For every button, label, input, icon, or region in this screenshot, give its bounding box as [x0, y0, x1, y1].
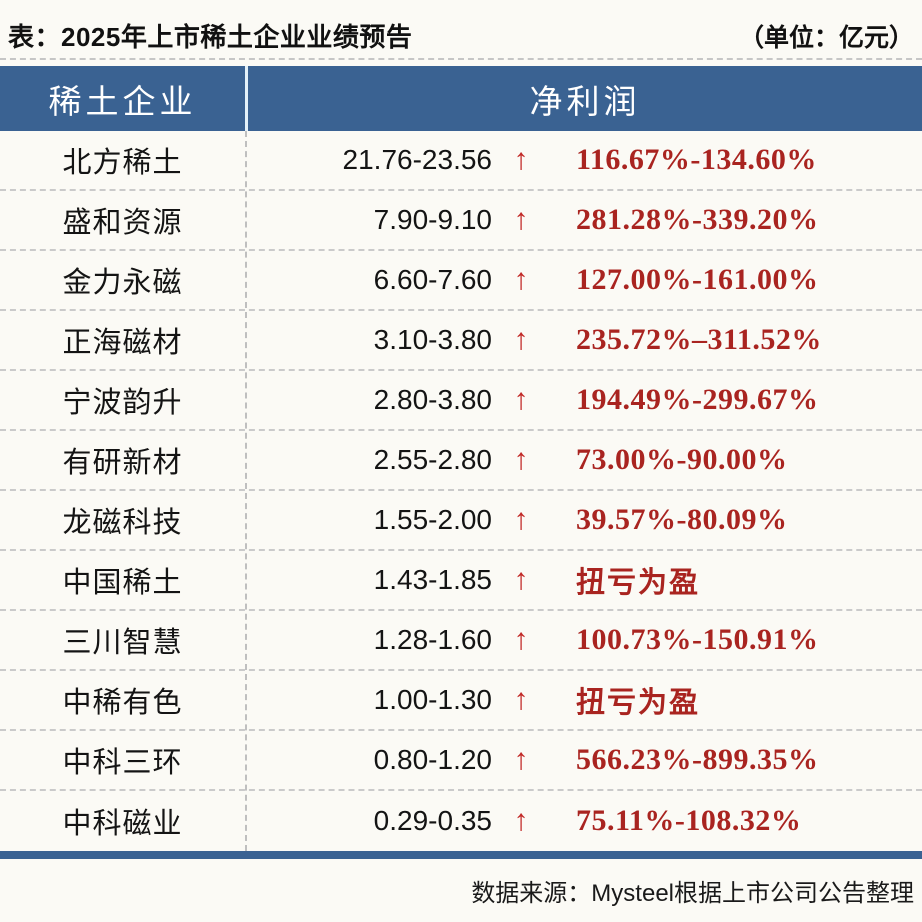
yoy-change-value: 281.28%-339.20% [576, 203, 819, 236]
column-header-net-profit: 净利润 [529, 84, 641, 121]
table-row: 北方稀土 21.76-23.56 ↑ 116.67%-134.60% [0, 131, 922, 191]
table-row: 中稀有色 1.00-1.30 ↑ 扭亏为盈 [0, 671, 922, 731]
company-name: 有研新材 [62, 447, 183, 479]
company-name: 中稀有色 [62, 687, 183, 719]
table-row: 金力永磁 6.60-7.60 ↑ 127.00%-161.00% [0, 251, 922, 311]
company-name: 宁波韵升 [62, 387, 183, 419]
net-profit-cell: 1.00-1.30 ↑ 扭亏为盈 [245, 679, 922, 721]
profit-range-value: 3.10-3.80 [373, 324, 492, 355]
yoy-change-value: 扭亏为盈 [576, 687, 701, 719]
title-bar: 表：2025年上市稀土企业业绩预告 （单位：亿元） [0, 0, 922, 60]
net-profit-cell: 2.80-3.80 ↑ 194.49%-299.67% [245, 383, 922, 417]
table-row: 正海磁材 3.10-3.80 ↑ 235.72%–311.52% [0, 311, 922, 371]
profit-range-value: 1.28-1.60 [373, 624, 492, 655]
column-header-company: 稀土企业 [48, 84, 197, 121]
table-row: 三川智慧 1.28-1.60 ↑ 100.73%-150.91% [0, 611, 922, 671]
profit-range-value: 7.90-9.10 [373, 204, 492, 235]
yoy-change-value: 127.00%-161.00% [576, 263, 819, 296]
footer: 数据来源：Mysteel根据上市公司公告整理 [0, 859, 922, 922]
table-header: 稀土企业 净利润 [0, 66, 922, 131]
company-name: 中国稀土 [62, 567, 183, 599]
yoy-change-value: 194.49%-299.67% [576, 383, 819, 416]
table-row: 中国稀土 1.43-1.85 ↑ 扭亏为盈 [0, 551, 922, 611]
up-arrow-icon: ↑ [513, 323, 529, 356]
up-arrow-icon: ↑ [513, 743, 529, 776]
yoy-change-value: 39.57%-80.09% [576, 503, 788, 536]
net-profit-cell: 0.29-0.35 ↑ 75.11%-108.32% [245, 804, 922, 838]
yoy-change-value: 75.11%-108.32% [576, 804, 802, 837]
net-profit-cell: 6.60-7.60 ↑ 127.00%-161.00% [245, 263, 922, 297]
up-arrow-icon: ↑ [513, 503, 529, 536]
profit-range-value: 21.76-23.56 [342, 144, 492, 175]
company-name: 龙磁科技 [62, 507, 183, 539]
yoy-change-value: 235.72%–311.52% [576, 323, 822, 356]
table-row: 盛和资源 7.90-9.10 ↑ 281.28%-339.20% [0, 191, 922, 251]
up-arrow-icon: ↑ [513, 563, 529, 596]
company-name: 中科磁业 [62, 808, 183, 840]
company-name: 三川智慧 [62, 627, 183, 659]
net-profit-cell: 1.28-1.60 ↑ 100.73%-150.91% [245, 623, 922, 657]
up-arrow-icon: ↑ [513, 263, 529, 296]
up-arrow-icon: ↑ [513, 443, 529, 476]
unit-note: （单位：亿元） [738, 24, 914, 52]
company-name: 正海磁材 [62, 327, 183, 359]
up-arrow-icon: ↑ [513, 203, 529, 236]
up-arrow-icon: ↑ [513, 683, 529, 716]
yoy-change-value: 73.00%-90.00% [576, 443, 788, 476]
table-row: 中科三环 0.80-1.20 ↑ 566.23%-899.35% [0, 731, 922, 791]
header-column-divider [245, 66, 248, 131]
company-name: 中科三环 [62, 747, 183, 779]
data-source-note: 数据来源：Mysteel根据上市公司公告整理 [471, 880, 914, 907]
net-profit-cell: 7.90-9.10 ↑ 281.28%-339.20% [245, 203, 922, 237]
net-profit-cell: 1.43-1.85 ↑ 扭亏为盈 [245, 559, 922, 601]
up-arrow-icon: ↑ [513, 804, 529, 837]
net-profit-cell: 2.55-2.80 ↑ 73.00%-90.00% [245, 443, 922, 477]
table-row: 中科磁业 0.29-0.35 ↑ 75.11%-108.32% [0, 791, 922, 851]
profit-range-value: 0.29-0.35 [373, 805, 492, 836]
net-profit-cell: 3.10-3.80 ↑ 235.72%–311.52% [245, 323, 922, 357]
profit-range-value: 2.80-3.80 [373, 384, 492, 415]
table-body: 北方稀土 21.76-23.56 ↑ 116.67%-134.60% 盛和资源 … [0, 131, 922, 851]
yoy-change-value: 566.23%-899.35% [576, 743, 819, 776]
profit-range-value: 1.00-1.30 [373, 684, 492, 715]
up-arrow-icon: ↑ [513, 623, 529, 656]
up-arrow-icon: ↑ [513, 143, 529, 176]
company-name: 盛和资源 [62, 207, 183, 239]
up-arrow-icon: ↑ [513, 383, 529, 416]
net-profit-cell: 1.55-2.00 ↑ 39.57%-80.09% [245, 503, 922, 537]
profit-range-value: 1.43-1.85 [373, 564, 492, 595]
net-profit-cell: 21.76-23.56 ↑ 116.67%-134.60% [245, 143, 922, 177]
yoy-change-value: 116.67%-134.60% [576, 143, 817, 176]
page-title: 表：2025年上市稀土企业业绩预告 [8, 22, 413, 52]
profit-range-value: 0.80-1.20 [373, 744, 492, 775]
table-row: 龙磁科技 1.55-2.00 ↑ 39.57%-80.09% [0, 491, 922, 551]
net-profit-cell: 0.80-1.20 ↑ 566.23%-899.35% [245, 743, 922, 777]
table-row: 宁波韵升 2.80-3.80 ↑ 194.49%-299.67% [0, 371, 922, 431]
company-name: 北方稀土 [62, 147, 183, 179]
profit-range-value: 6.60-7.60 [373, 264, 492, 295]
profit-range-value: 2.55-2.80 [373, 444, 492, 475]
table-row: 有研新材 2.55-2.80 ↑ 73.00%-90.00% [0, 431, 922, 491]
yoy-change-value: 扭亏为盈 [576, 567, 701, 599]
company-name: 金力永磁 [62, 267, 183, 299]
table-bottom-rule [0, 851, 922, 859]
column-divider-dashed [245, 131, 247, 851]
yoy-change-value: 100.73%-150.91% [576, 623, 819, 656]
profit-range-value: 1.55-2.00 [373, 504, 492, 535]
